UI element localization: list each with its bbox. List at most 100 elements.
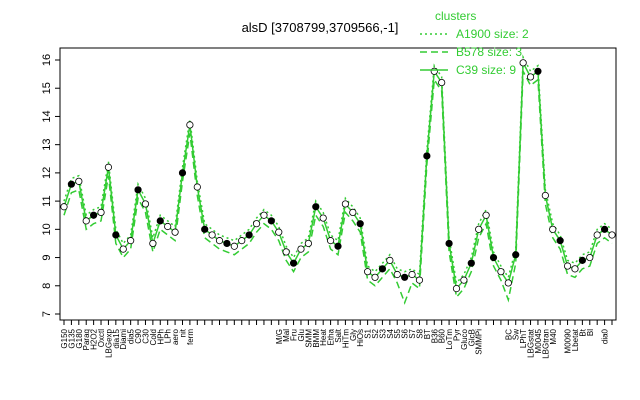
data-point: [312, 203, 320, 211]
data-point: [578, 256, 586, 264]
y-tick-label: 12: [41, 167, 53, 179]
x-tick-label: LPhT: [519, 329, 528, 348]
data-point: [304, 239, 312, 248]
data-point: [482, 211, 490, 219]
x-tick-label: Bl: [586, 329, 595, 336]
data-point: [445, 239, 453, 248]
x-tick-label: S7: [408, 328, 417, 338]
legend-label: C39 size: 9: [456, 63, 516, 77]
x-tick-label: C90: [134, 328, 143, 343]
x-tick-label: nit: [178, 328, 187, 337]
x-tick-label: Pyr: [452, 329, 461, 341]
data-point: [119, 245, 127, 253]
data-point: [386, 256, 394, 264]
data-point: [260, 211, 268, 219]
data-point: [593, 231, 601, 239]
x-tick-label: Salt: [334, 328, 343, 343]
data-point: [75, 177, 83, 185]
x-tick-label: S2: [371, 328, 380, 338]
x-tick-label: C30: [141, 328, 150, 343]
x-tick-label: Sw: [512, 329, 521, 340]
data-point: [208, 231, 216, 239]
data-point: [349, 208, 357, 216]
x-tick-label: S1: [364, 328, 373, 338]
data-point: [438, 78, 446, 87]
series-line: [63, 68, 613, 305]
data-point: [608, 231, 616, 239]
y-tick-label: 11: [41, 195, 53, 206]
data-point: [526, 73, 535, 81]
y-tick-label: 14: [41, 110, 53, 122]
data-point: [475, 225, 483, 233]
plot-frame: [59, 47, 617, 321]
data-point: [356, 220, 364, 228]
y-tick-label: 13: [41, 139, 53, 151]
legend-label: A1900 size: 2: [456, 27, 529, 41]
data-point: [326, 237, 335, 245]
data-point: [171, 228, 179, 236]
x-tick-label: BC: [504, 329, 513, 340]
x-tick-label: G150: [60, 328, 69, 348]
y-tick-label: 16: [41, 54, 53, 66]
data-point: [282, 248, 290, 256]
x-tick-label: BT: [423, 329, 432, 339]
data-point: [267, 217, 275, 225]
x-tick-label: B36: [430, 328, 439, 343]
x-tick-label: Oxctl: [97, 329, 106, 347]
data-point: [556, 237, 564, 245]
x-tick-label: M0090: [564, 328, 573, 353]
x-tick-label: BMM: [312, 329, 321, 348]
data-point: [415, 276, 424, 284]
x-tick-label: G135: [67, 328, 76, 348]
series-line: [63, 54, 613, 285]
data-point: [460, 276, 468, 284]
data-point: [571, 265, 579, 273]
data-point: [252, 220, 261, 228]
x-tick-label: Mal: [282, 329, 291, 342]
x-tick-label: B60: [438, 328, 447, 343]
data-point: [371, 273, 379, 281]
x-tick-label: Lbetat: [571, 328, 580, 351]
x-tick-label: S5: [393, 328, 402, 338]
x-tick-label: LBGstat: [527, 328, 536, 358]
x-tick-label: M40: [549, 328, 558, 344]
x-tick-label: S4: [386, 328, 395, 338]
data-point: [178, 169, 187, 177]
data-point: [97, 208, 105, 216]
data-point: [60, 203, 68, 211]
x-tick-label: Fru: [290, 329, 299, 341]
data-point: [563, 262, 572, 270]
x-tick-label: M/G: [275, 329, 284, 344]
data-point: [164, 222, 172, 231]
x-tick-label: Diami: [119, 329, 128, 350]
x-tick-label: Bt: [578, 328, 587, 336]
data-point: [334, 242, 342, 250]
data-point: [245, 231, 253, 239]
data-point: [549, 225, 557, 233]
data-point: [223, 239, 231, 248]
data-point: [512, 251, 520, 259]
x-tick-label: S3: [378, 328, 387, 338]
data-point: [104, 163, 113, 171]
x-tick-label: ferm: [186, 329, 195, 345]
data-point: [393, 270, 401, 279]
data-point: [275, 228, 283, 236]
data-point: [156, 217, 164, 225]
x-tick-label: Gluco: [460, 328, 469, 349]
data-point: [600, 225, 609, 233]
data-point: [534, 67, 542, 75]
data-point: [504, 279, 512, 287]
x-tick-label: HiOs: [356, 329, 365, 347]
data-point: [90, 211, 98, 219]
data-point: [341, 200, 350, 208]
x-tick-label: Gly: [349, 329, 358, 341]
data-point: [215, 237, 224, 245]
x-tick-label: Etha: [327, 328, 336, 345]
data-point: [82, 217, 90, 225]
data-point: [67, 180, 76, 188]
legend-title: clusters: [435, 9, 476, 23]
data-point: [423, 152, 431, 160]
data-point: [430, 67, 438, 75]
x-tick-label: LBGexp: [104, 328, 113, 357]
